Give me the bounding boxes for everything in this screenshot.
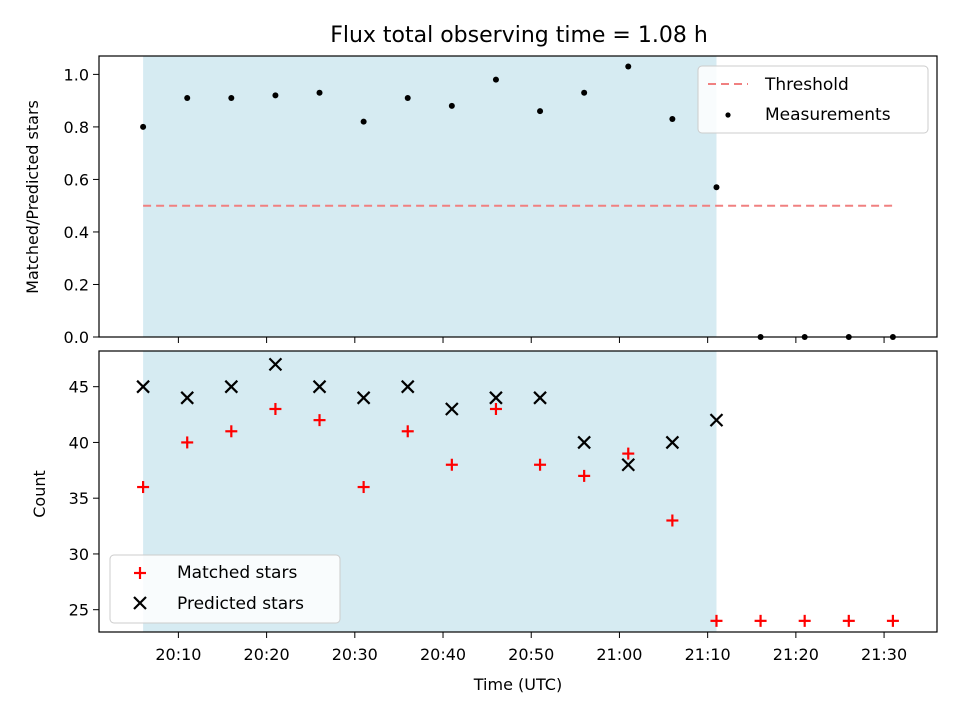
predicted-star-point xyxy=(268,357,283,372)
bottom-y-axis-label: Count xyxy=(30,470,49,518)
measurement-point xyxy=(581,89,588,96)
threshold-legend-label: Threshold xyxy=(764,75,849,95)
predicted-legend-swatch xyxy=(133,596,147,610)
predicted-star-point xyxy=(665,435,680,450)
top-y-tick-label: 1.0 xyxy=(64,65,89,84)
top-shaded-region xyxy=(143,56,717,337)
measurement-point xyxy=(713,184,720,191)
predicted-star-point xyxy=(621,457,636,472)
x-tick-label: 20:20 xyxy=(244,645,290,664)
measurement-point xyxy=(316,89,323,96)
bottom-axes-frame xyxy=(98,350,938,633)
top-y-ticks: 0.0 0.2 0.4 0.6 0.8 1.0 xyxy=(64,65,99,347)
predicted-star-point xyxy=(356,391,371,405)
predicted-star-point xyxy=(180,391,194,405)
x-tick-label: 20:50 xyxy=(508,645,554,664)
matched-legend-label: Matched stars xyxy=(177,563,297,583)
x-tick-label: 20:10 xyxy=(155,645,201,664)
matched-legend-swatch xyxy=(134,567,146,579)
measurements-legend-swatch xyxy=(725,112,731,118)
x-tick-label: 21:20 xyxy=(773,645,819,664)
x-tick-label: 21:30 xyxy=(861,645,907,664)
top-axes-frame xyxy=(98,55,938,338)
predicted-star-point xyxy=(445,402,459,416)
top-panel: 0.0 0.2 0.4 0.6 0.8 1.0 Matched/Predicted sta… xyxy=(23,55,938,347)
bottom-legend: Matched stars Predicted stars xyxy=(109,554,341,624)
measurement-point xyxy=(448,102,455,109)
top-x-ticks xyxy=(177,337,885,343)
bottom-y-tick-label: 30 xyxy=(69,545,89,564)
bottom-x-ticks: 20:10 20:20 20:30 20:40 20:50 21:00 21:10 21:20… xyxy=(155,632,907,664)
chart-title: Flux total observing time = 1.08 h xyxy=(330,23,708,48)
bottom-legend-box xyxy=(109,554,341,624)
bottom-panel: 25 30 35 40 45 20:10 20:20 20:30 20:40 20:50 21:0… xyxy=(30,350,938,694)
measurement-point xyxy=(184,95,191,102)
top-y-tick-label: 0.6 xyxy=(64,170,89,189)
measurement-point xyxy=(404,95,411,102)
x-tick-label: 20:30 xyxy=(332,645,378,664)
measurement-point xyxy=(228,95,235,102)
top-y-tick-label: 0.0 xyxy=(64,328,89,347)
measurement-point xyxy=(625,63,632,70)
measurement-point xyxy=(272,92,279,99)
top-legend: Threshold Measurements xyxy=(697,65,929,134)
measurement-point xyxy=(492,76,499,83)
top-y-tick-label: 0.2 xyxy=(64,275,89,294)
measurements-legend-label: Measurements xyxy=(765,105,891,125)
predicted-legend-marker xyxy=(133,596,147,610)
x-tick-label: 21:10 xyxy=(685,645,731,664)
x-tick-label: 21:00 xyxy=(596,645,642,664)
bottom-y-tick-label: 40 xyxy=(69,433,89,452)
predicted-star-point xyxy=(533,391,547,405)
measurement-point xyxy=(537,108,544,115)
predicted-star-point xyxy=(312,379,327,394)
predicted-star-point xyxy=(489,391,503,405)
bottom-y-ticks: 25 30 35 40 45 xyxy=(69,378,99,620)
predicted-star-point xyxy=(400,379,415,394)
bottom-y-tick-label: 25 xyxy=(69,601,89,620)
measurement-point xyxy=(669,116,676,123)
predicted-star-point xyxy=(709,413,724,427)
top-y-tick-label: 0.4 xyxy=(64,223,89,242)
top-legend-box xyxy=(697,65,929,134)
top-y-tick-label: 0.8 xyxy=(64,118,89,137)
measurement-point xyxy=(360,118,367,125)
measurement-point xyxy=(140,123,147,130)
bottom-y-tick-label: 35 xyxy=(69,489,89,508)
predicted-star-point xyxy=(224,379,239,394)
predicted-star-point xyxy=(136,379,150,394)
count-points xyxy=(136,357,899,627)
x-tick-label: 20:40 xyxy=(420,645,466,664)
bottom-y-tick-label: 45 xyxy=(69,378,89,397)
predicted-legend-label: Predicted stars xyxy=(177,594,304,614)
predicted-star-point xyxy=(577,435,591,450)
x-axis-label: Time (UTC) xyxy=(473,675,562,694)
top-y-axis-label: Matched/Predicted stars xyxy=(23,100,42,294)
